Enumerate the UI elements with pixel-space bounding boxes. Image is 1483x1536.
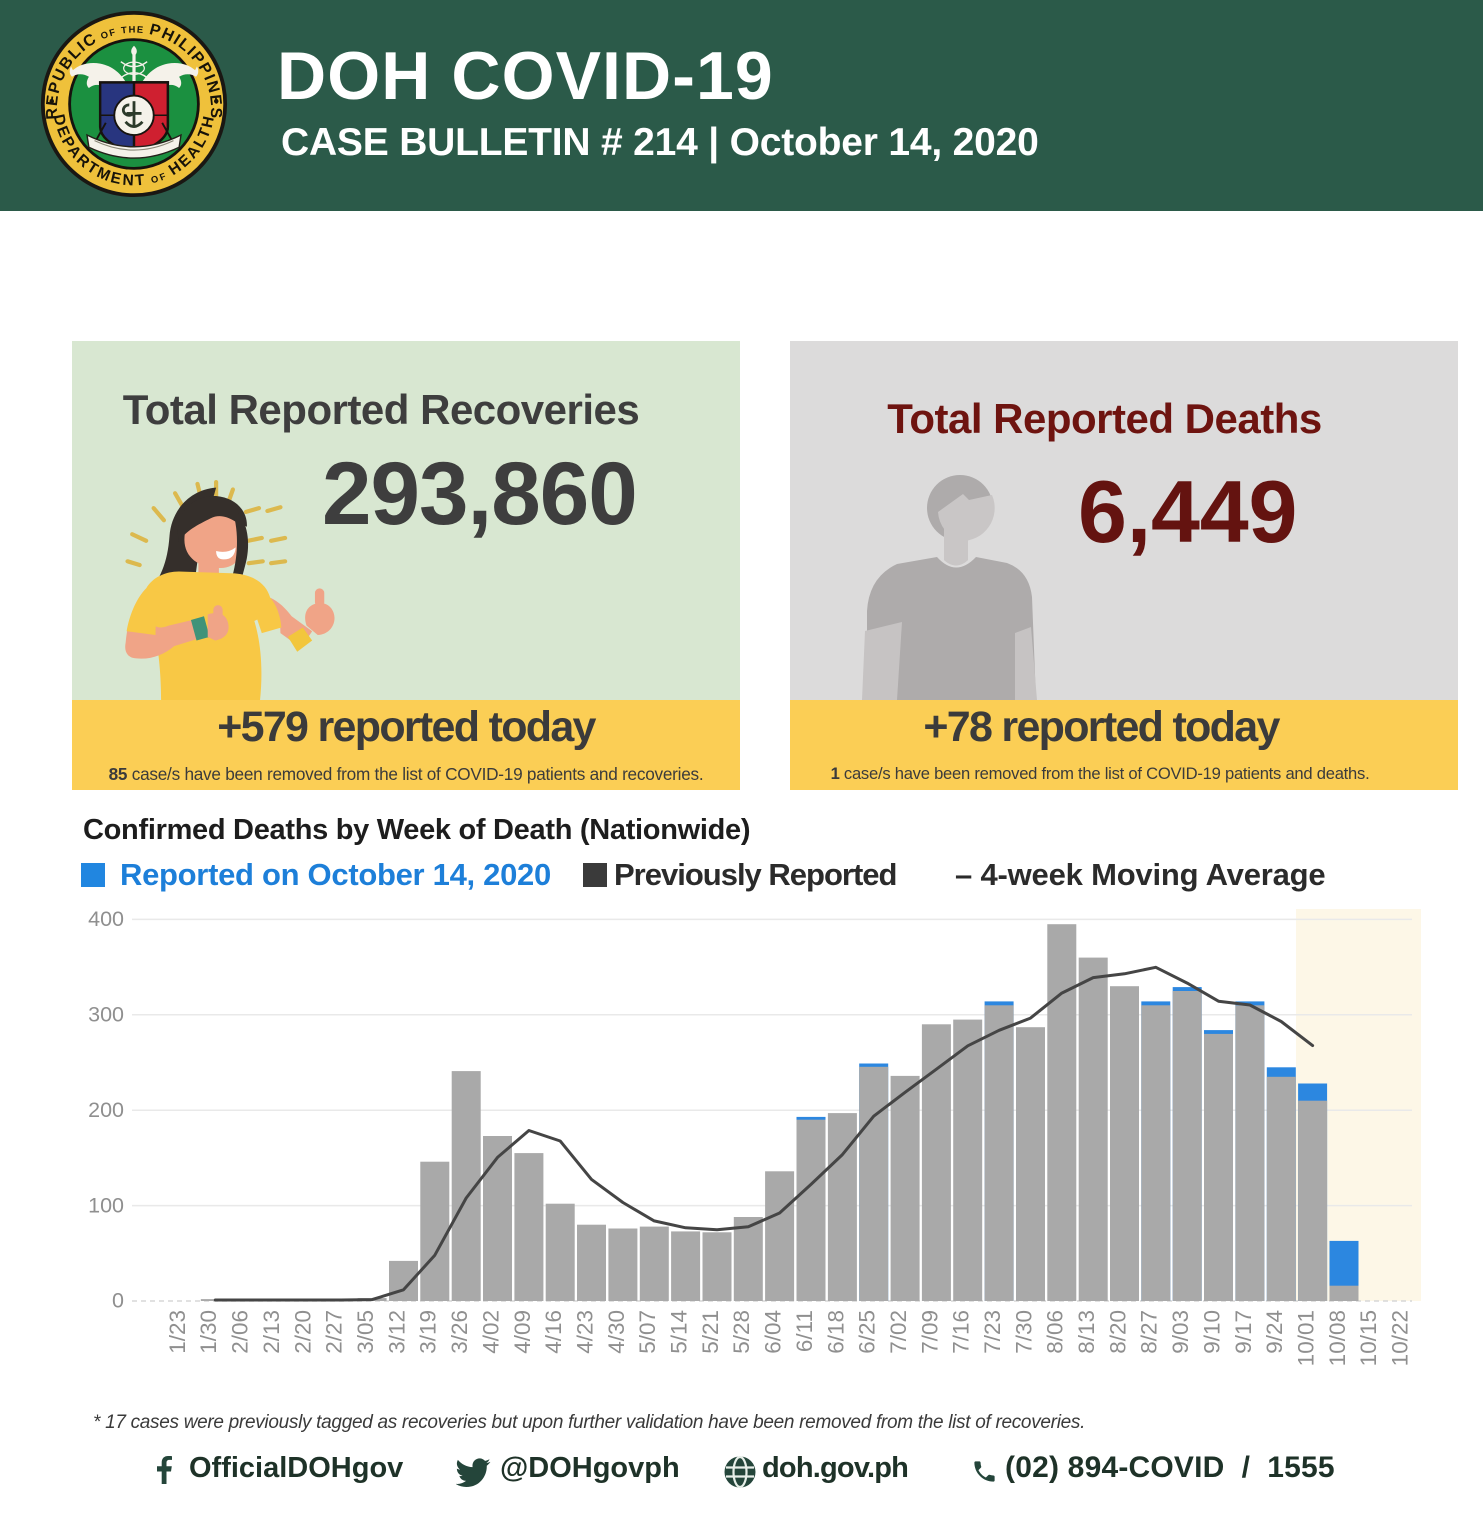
svg-text:5/28: 5/28 <box>729 1310 754 1354</box>
svg-text:2/13: 2/13 <box>259 1310 284 1354</box>
svg-text:4/23: 4/23 <box>572 1310 597 1354</box>
svg-text:5/21: 5/21 <box>698 1310 723 1354</box>
svg-text:10/15: 10/15 <box>1356 1310 1381 1366</box>
svg-text:4/02: 4/02 <box>478 1310 503 1354</box>
svg-text:200: 200 <box>88 1098 124 1122</box>
svg-text:7/30: 7/30 <box>1011 1310 1036 1354</box>
svg-text:8/13: 8/13 <box>1074 1310 1099 1354</box>
svg-text:6/25: 6/25 <box>855 1310 880 1354</box>
svg-text:2/27: 2/27 <box>322 1310 347 1354</box>
svg-text:6/04: 6/04 <box>761 1310 786 1354</box>
svg-text:9/03: 9/03 <box>1168 1310 1193 1354</box>
svg-text:7/23: 7/23 <box>980 1310 1005 1354</box>
svg-text:4/09: 4/09 <box>510 1310 535 1354</box>
svg-text:7/09: 7/09 <box>917 1310 942 1354</box>
svg-text:4/30: 4/30 <box>604 1310 629 1354</box>
svg-text:3/26: 3/26 <box>447 1310 472 1354</box>
svg-text:10/08: 10/08 <box>1325 1310 1350 1366</box>
svg-text:9/10: 9/10 <box>1199 1310 1224 1354</box>
svg-text:100: 100 <box>88 1193 124 1217</box>
svg-text:2/06: 2/06 <box>228 1310 253 1354</box>
svg-text:5/14: 5/14 <box>667 1310 692 1354</box>
svg-text:8/20: 8/20 <box>1105 1310 1130 1354</box>
svg-text:8/27: 8/27 <box>1137 1310 1162 1354</box>
svg-text:6/11: 6/11 <box>792 1310 817 1352</box>
svg-text:0: 0 <box>112 1289 124 1313</box>
svg-text:1/30: 1/30 <box>196 1310 221 1354</box>
svg-text:6/18: 6/18 <box>823 1310 848 1354</box>
svg-text:1/23: 1/23 <box>165 1310 190 1354</box>
svg-text:3/19: 3/19 <box>416 1310 441 1354</box>
svg-text:300: 300 <box>88 1002 124 1026</box>
svg-text:3/05: 3/05 <box>353 1310 378 1354</box>
svg-text:7/02: 7/02 <box>886 1310 911 1354</box>
svg-text:2/20: 2/20 <box>290 1310 315 1354</box>
svg-text:5/07: 5/07 <box>635 1310 660 1354</box>
svg-text:9/17: 9/17 <box>1231 1310 1256 1354</box>
svg-text:10/01: 10/01 <box>1294 1310 1319 1366</box>
svg-text:8/06: 8/06 <box>1043 1310 1068 1354</box>
svg-text:7/16: 7/16 <box>949 1310 974 1354</box>
svg-text:9/24: 9/24 <box>1262 1310 1287 1354</box>
svg-text:10/22: 10/22 <box>1388 1310 1413 1366</box>
svg-text:3/12: 3/12 <box>384 1310 409 1354</box>
svg-text:400: 400 <box>88 907 124 931</box>
svg-text:4/16: 4/16 <box>541 1310 566 1354</box>
